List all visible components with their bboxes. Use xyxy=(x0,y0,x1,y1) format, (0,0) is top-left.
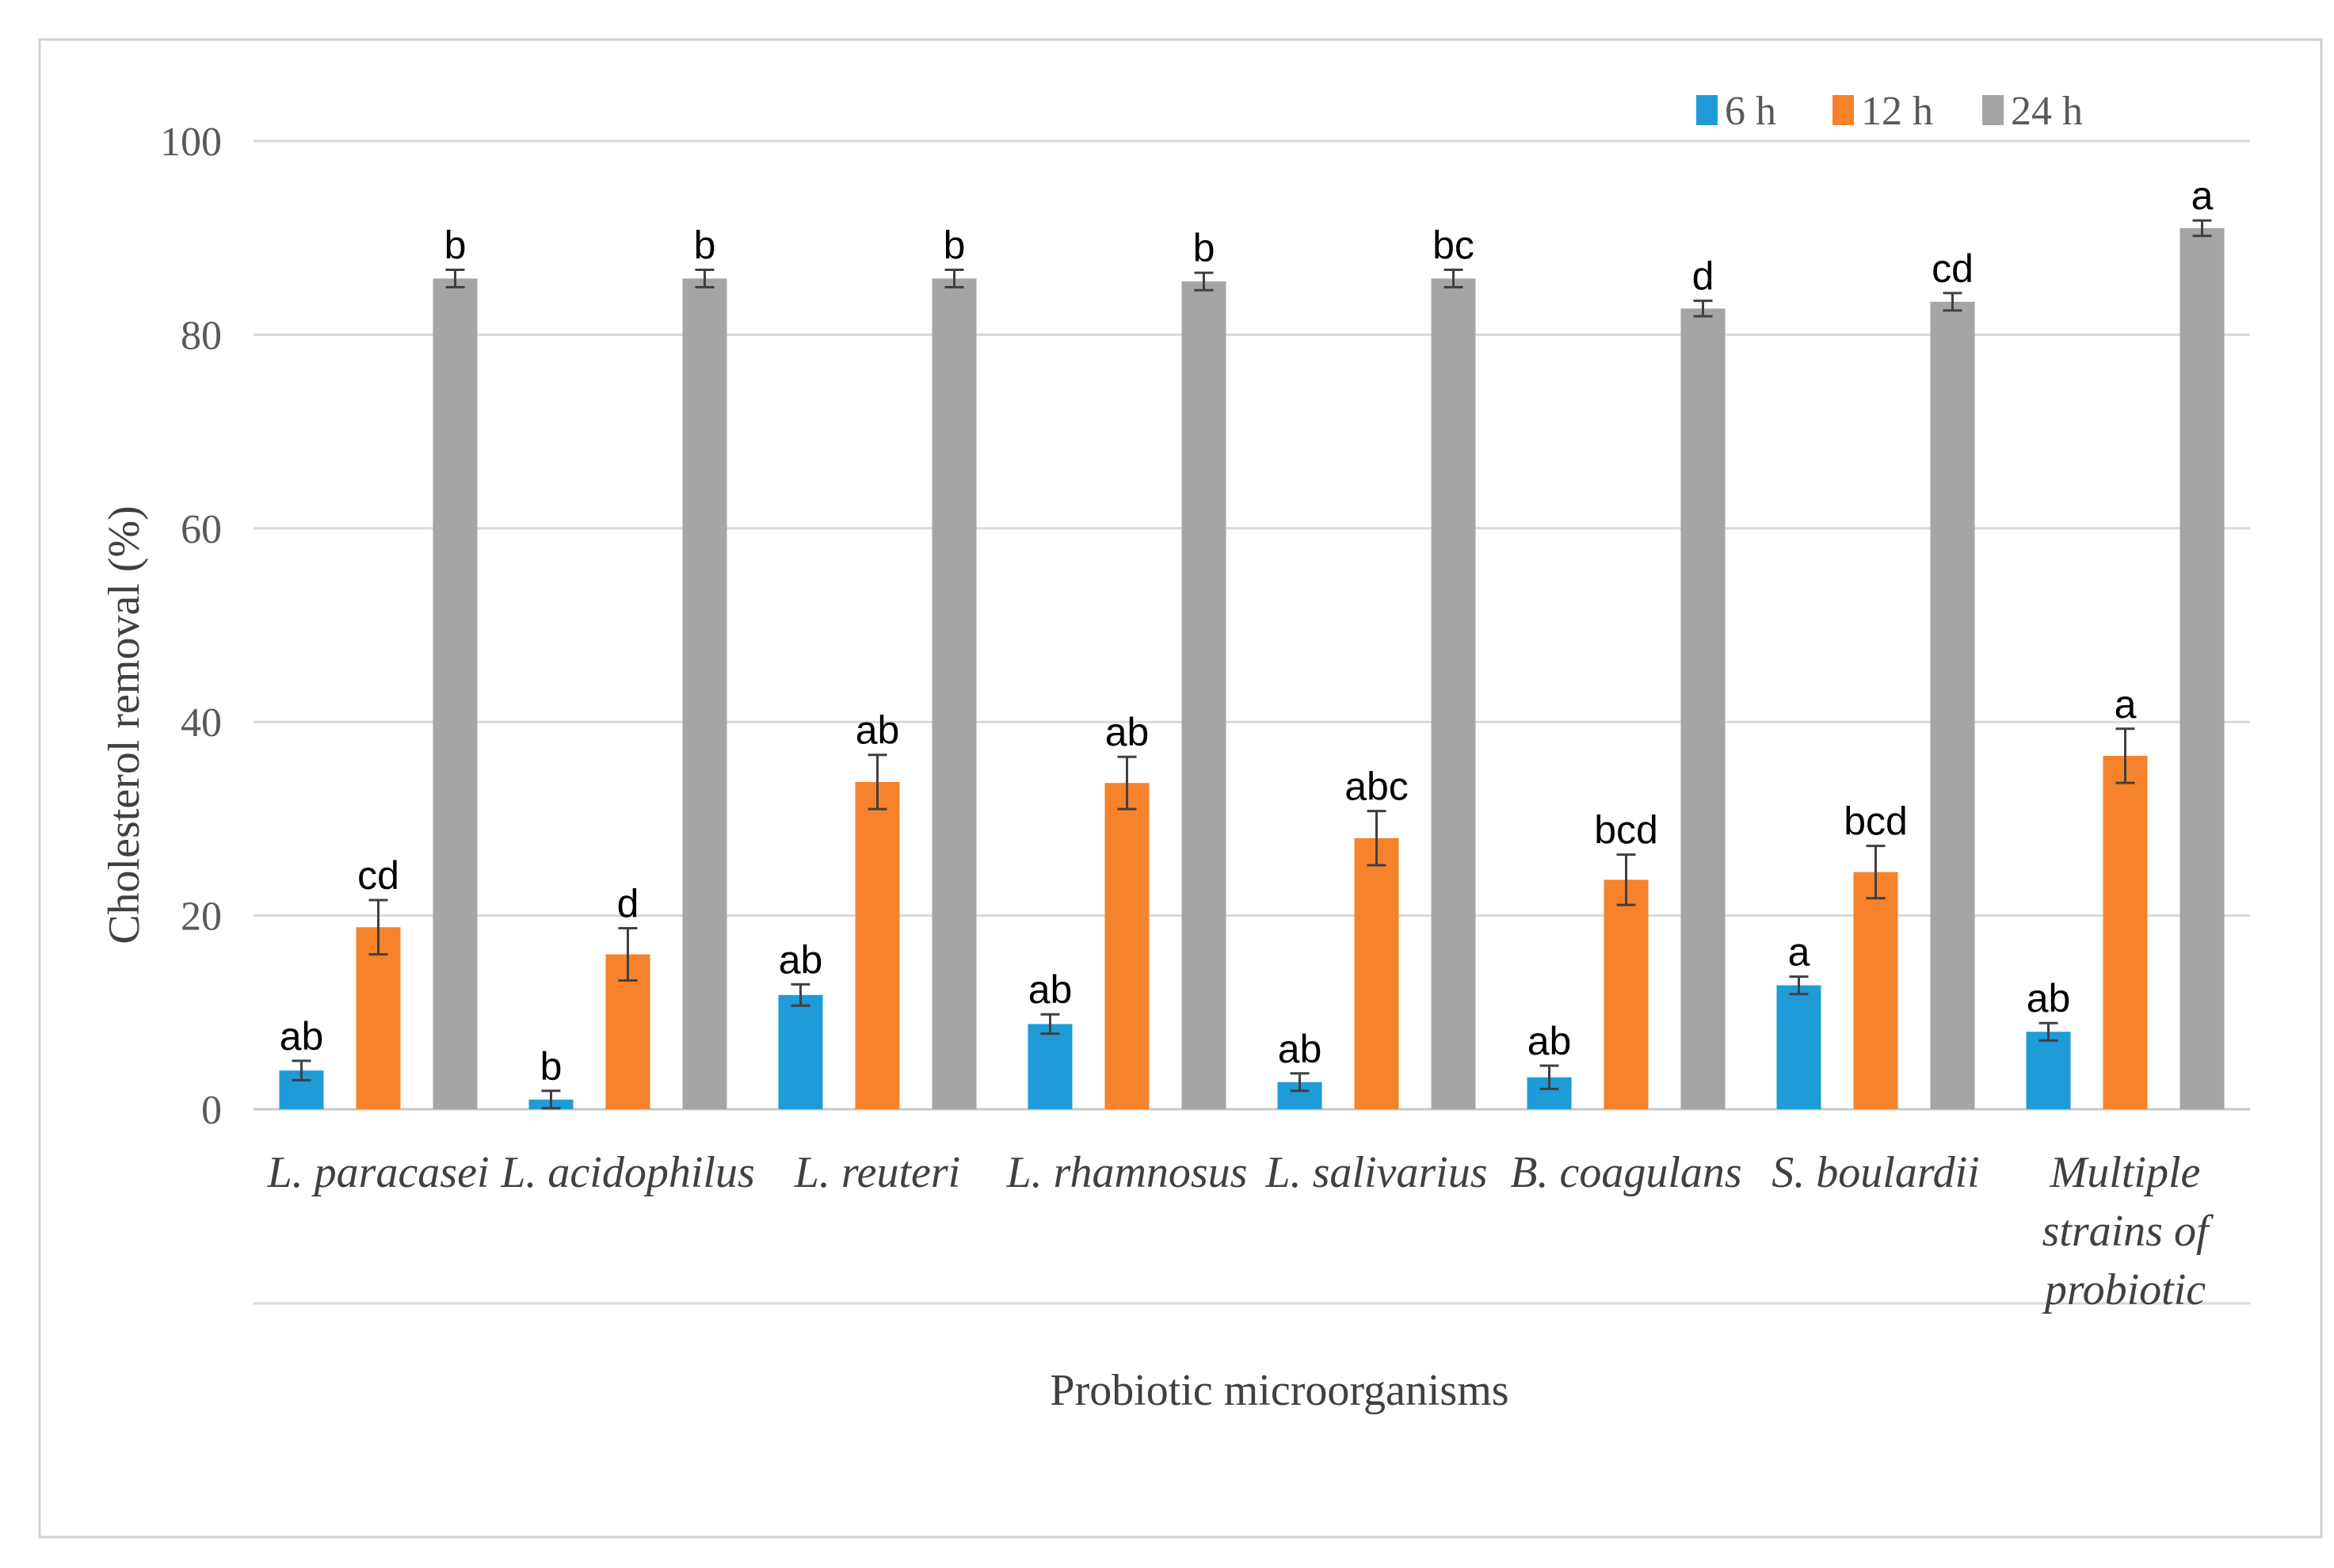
significance-label: ab xyxy=(1105,710,1150,754)
bar-6h-6 xyxy=(1776,985,1821,1109)
bar-24h-2 xyxy=(932,278,977,1110)
bars xyxy=(279,219,2225,1110)
significance-label: ab xyxy=(856,708,900,753)
y-axis-title: Cholesterol removal (%) xyxy=(100,505,149,944)
bar-6h-2 xyxy=(778,994,823,1109)
bar-24h-6 xyxy=(1930,301,1975,1109)
significance-label: b xyxy=(540,1044,563,1089)
legend-swatch xyxy=(1832,95,1854,125)
x-tick-label: strains of xyxy=(2042,1207,2214,1256)
y-tick-label: 60 xyxy=(181,507,222,552)
significance-label: a xyxy=(2191,174,2214,218)
bar-12h-2 xyxy=(855,781,900,1109)
y-tick-label: 40 xyxy=(181,700,222,746)
significance-label: bc xyxy=(1432,223,1474,268)
x-tick-label: L. reuteri xyxy=(794,1148,960,1197)
legend-swatch xyxy=(1982,95,2004,125)
y-tick-label: 80 xyxy=(181,313,222,358)
bar-12h-3 xyxy=(1104,783,1150,1109)
significance-label: bcd xyxy=(1594,808,1658,853)
bar-12h-4 xyxy=(1354,837,1399,1109)
bar-24h-3 xyxy=(1181,281,1226,1110)
significance-label: ab xyxy=(2027,976,2071,1021)
significance-label: d xyxy=(1692,254,1714,299)
legend-label: 24 h xyxy=(2011,89,2083,134)
significance-label: b xyxy=(1193,226,1215,270)
significance-label: a xyxy=(1788,930,1810,975)
significance-label: ab xyxy=(779,937,823,982)
x-tick-label: L. acidophilus xyxy=(500,1148,754,1197)
figure-border xyxy=(38,38,2323,1539)
legend-swatch xyxy=(1696,95,1718,125)
bar-24h-4 xyxy=(1431,278,1476,1110)
bar-12h-5 xyxy=(1604,879,1649,1109)
x-tick-label: S. boulardii xyxy=(1771,1148,1979,1197)
bar-24h-1 xyxy=(682,278,727,1110)
gridlines xyxy=(254,139,2250,1305)
significance-label: cd xyxy=(357,853,399,898)
bar-6h-3 xyxy=(1028,1024,1073,1109)
bar-6h-7 xyxy=(2026,1032,2071,1109)
significance-label: ab xyxy=(1278,1027,1322,1071)
legend-label: 12 h xyxy=(1861,89,1933,134)
x-tick-label: Multiple xyxy=(2050,1148,2201,1197)
x-tick-label: B. coagulans xyxy=(1510,1148,1741,1197)
significance-label: d xyxy=(617,881,639,925)
significance-label: b xyxy=(444,223,467,268)
significance-label: b xyxy=(694,223,716,268)
bar-12h-0 xyxy=(356,927,401,1109)
significance-label: abc xyxy=(1344,765,1409,809)
significance-label: b xyxy=(944,223,966,268)
significance-label: ab xyxy=(280,1014,324,1059)
significance-label: bcd xyxy=(1844,799,1908,844)
bar-12h-6 xyxy=(1853,872,1898,1109)
y-tick-label: 100 xyxy=(160,120,222,165)
y-tick-label: 0 xyxy=(201,1088,222,1133)
bar-12h-7 xyxy=(2103,755,2148,1109)
legend-label: 6 h xyxy=(1725,89,1776,134)
legend: 6 h 12 h 24 h xyxy=(1696,89,2083,134)
x-tick-label: probiotic xyxy=(2042,1265,2206,1314)
significance-label: cd xyxy=(1932,246,1974,291)
x-axis-title: Probiotic microorganisms xyxy=(1050,1366,1508,1415)
significance-label: ab xyxy=(1527,1019,1572,1063)
significance-label: ab xyxy=(1028,967,1073,1012)
x-tick-label: L. paracasei xyxy=(267,1148,490,1197)
x-tick-label: L. salivarius xyxy=(1264,1148,1487,1197)
x-tick-label: L. rhamnosus xyxy=(1006,1148,1248,1197)
y-tick-label: 20 xyxy=(181,895,222,940)
significance-label: a xyxy=(2115,682,2137,727)
bar-24h-5 xyxy=(1680,308,1726,1109)
bar-24h-7 xyxy=(2180,227,2225,1110)
bar-24h-0 xyxy=(433,278,478,1110)
